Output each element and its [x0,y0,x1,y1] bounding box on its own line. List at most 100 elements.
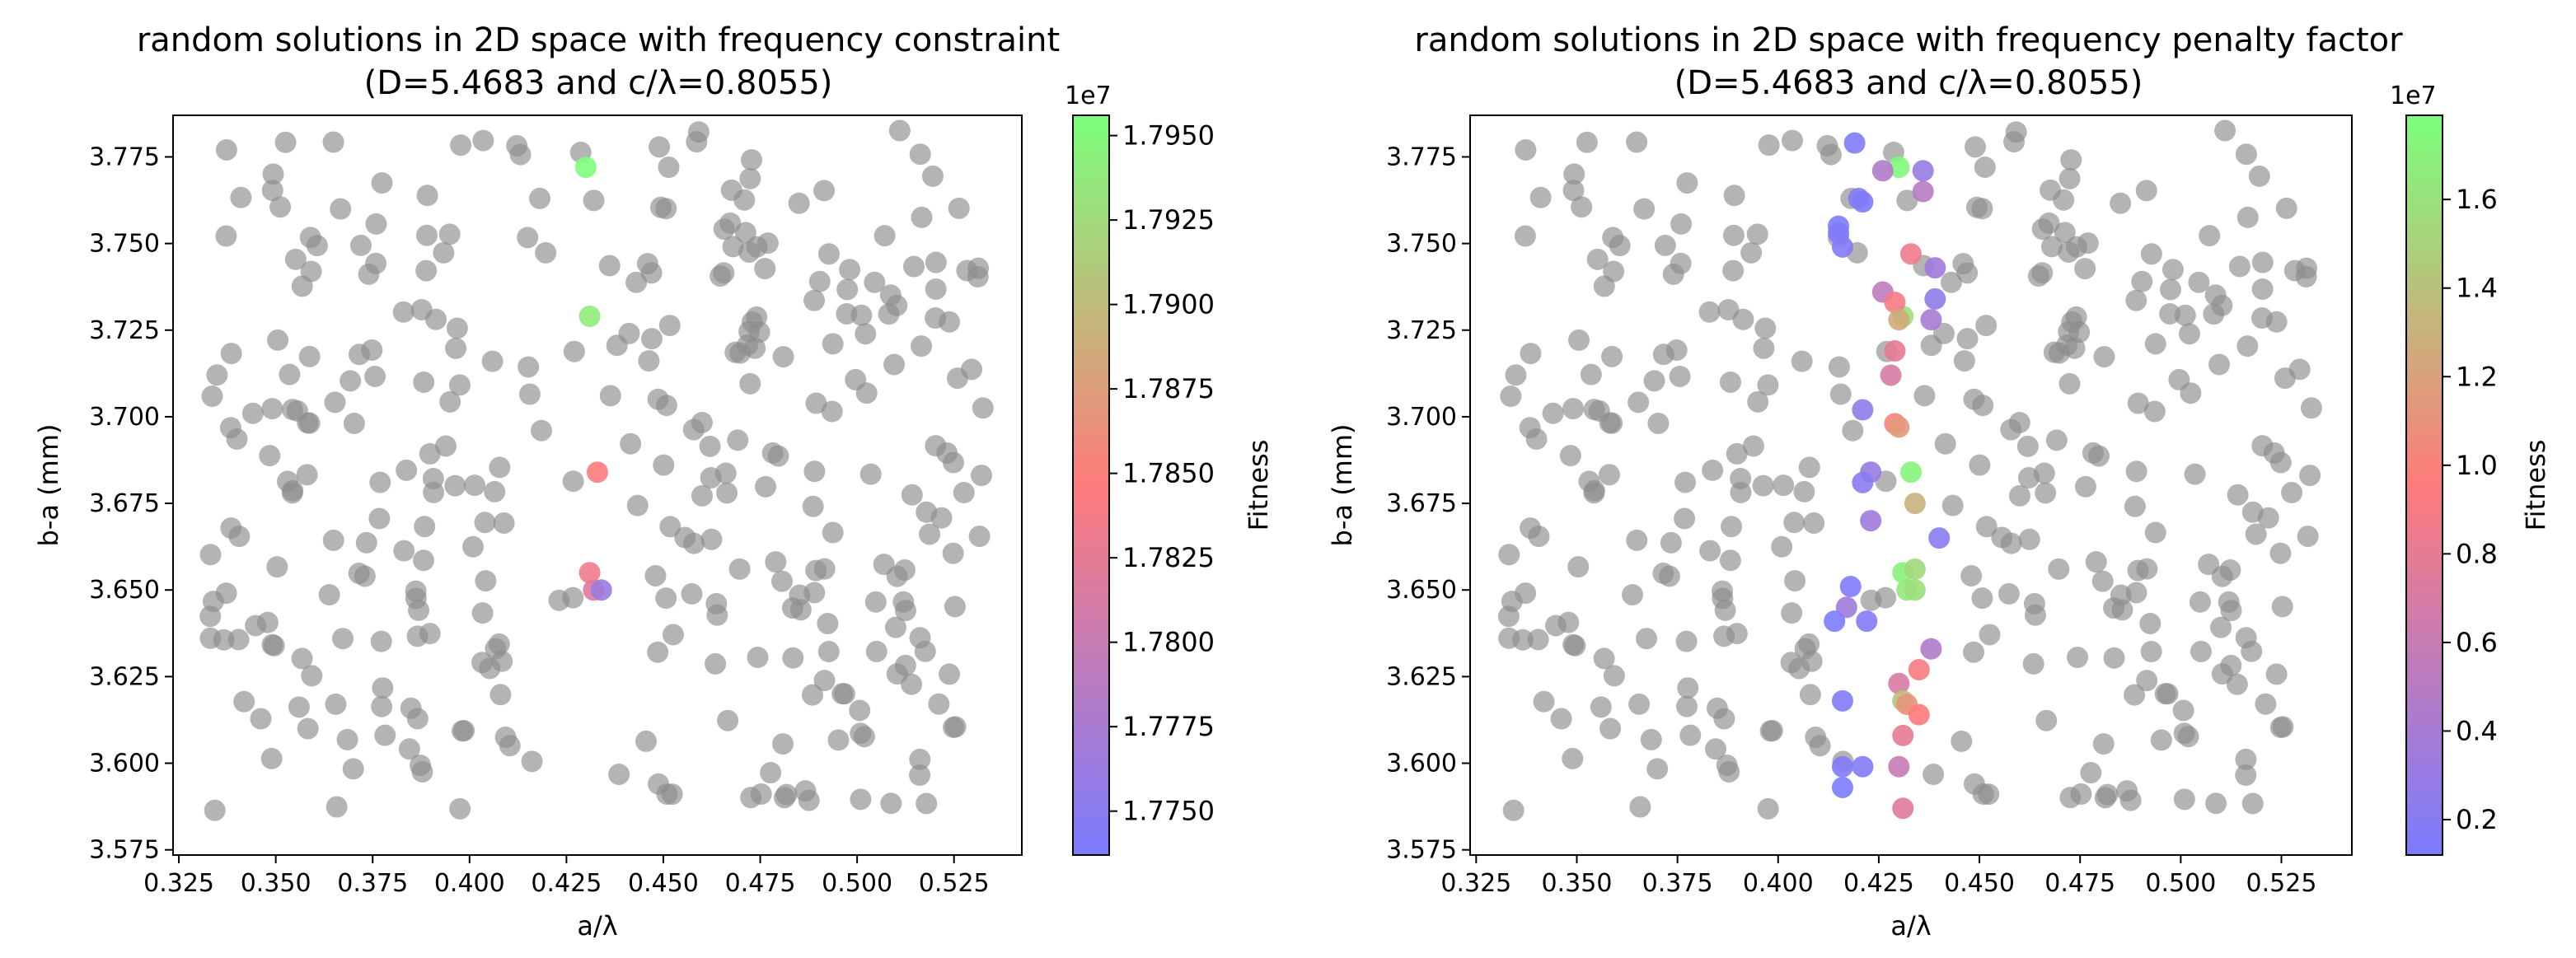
grey-solution-point [1753,337,1775,359]
grey-solution-point [2159,278,2181,301]
grey-solution-point [1514,225,1536,247]
grey-solution-point [322,131,344,153]
grey-solution-point [2248,165,2270,187]
y-tick-label: 3.575 [1386,836,1457,865]
grey-solution-point [827,729,850,751]
grey-solution-point [647,641,669,663]
grey-solution-point [722,236,744,258]
grey-solution-point [2018,528,2040,550]
grey-solution-point [1670,213,1693,235]
grey-solution-point [1941,494,1964,516]
grey-solution-point [322,529,344,551]
y-axis-label: b-a (mm) [1327,424,1358,547]
grey-solution-point [1601,412,1623,434]
grey-solution-point [765,551,787,573]
grey-solution-point [953,482,975,504]
grey-solution-point [398,738,420,760]
grey-solution-point [2080,762,2102,784]
grey-solution-point [2235,764,2257,787]
grey-solution-point [1674,507,1696,530]
feasible-solution-point [1928,527,1951,549]
grey-solution-point [331,628,354,650]
grey-solution-point [1714,599,1736,621]
grey-solution-point [767,445,789,467]
grey-solution-point [1679,724,1702,746]
grey-solution-point [1998,582,2020,605]
grey-solution-point [371,172,393,194]
grey-solution-point [864,591,887,613]
grey-solution-point [1525,428,1548,450]
grey-solution-point [2031,218,2054,241]
feasible-solution-point [1904,493,1926,515]
y-tick-label: 3.650 [89,576,160,605]
grey-solution-point [318,584,340,606]
grey-solution-point [2045,429,2068,451]
x-tick-label: 0.525 [2246,869,2317,898]
grey-solution-point [620,432,642,455]
grey-solution-point [2161,259,2184,281]
grey-solution-point [1593,647,1615,670]
grey-solution-point [484,480,506,502]
feasible-solution-point [590,579,612,601]
grey-solution-point [306,235,328,257]
grey-solution-point [2092,733,2115,755]
grey-solution-point [901,673,923,695]
x-tick-label: 0.500 [2145,869,2216,898]
grey-solution-point [1773,474,1795,497]
x-tick-label: 0.350 [241,869,311,898]
y-tick-label: 3.650 [1386,576,1457,605]
grey-solution-point [2016,435,2039,457]
grey-solution-point [2251,278,2274,300]
grey-solution-point [1793,480,1815,502]
grey-solution-point [365,213,387,235]
grey-solution-point [529,187,551,209]
y-tick-label: 3.625 [1386,662,1457,691]
grey-solution-point [1759,720,1782,742]
grey-solution-point [2190,640,2212,662]
grey-solution-point [1576,131,1598,153]
grey-solution-point [817,243,840,265]
grey-solution-point [1498,627,1520,649]
x-tick-label: 0.400 [434,869,505,898]
colorbar-tick-label: 1.2 [2456,361,2498,392]
grey-solution-point [1975,315,1998,337]
grey-solution-point [2058,241,2080,263]
grey-solution-point [2208,353,2231,376]
grey-solution-point [1974,157,1996,179]
grey-solution-point [943,717,965,739]
grey-solution-point [250,708,272,730]
y-tick-label: 3.675 [1386,489,1457,518]
grey-solution-point [943,451,965,474]
y-tick-label: 3.775 [89,143,160,171]
grey-solution-point [1798,456,1820,479]
grey-solution-point [1794,638,1816,660]
y-axis-ticks: 3.575 3.600 3.625 3.650 3.675 3.700 3.725 3.750… [89,143,173,865]
y-tick-label: 3.750 [1386,230,1457,259]
grey-solution-point [1829,383,1852,405]
grey-solution-point [681,582,703,605]
grey-solution-point [1622,584,1643,606]
grey-solution-point [916,792,938,815]
grey-solution-point [1505,364,1527,386]
grey-solution-point [2127,559,2149,582]
grey-solution-point [415,259,438,282]
grey-solution-point [1601,345,1623,367]
grey-solution-point [691,484,713,507]
feasible-solution-point [1831,776,1853,798]
grey-solution-point [798,789,820,811]
grey-solution-point [518,383,541,405]
colorbar-label: Fitness [2520,440,2551,531]
grey-solution-point [220,343,242,365]
grey-solution-point [756,232,779,255]
plot-frame [1469,114,2353,856]
x-tick-label: 0.325 [143,869,214,898]
grey-solution-point [245,615,267,637]
grey-solution-point [1599,717,1622,740]
grey-solution-point [1975,516,1998,538]
grey-solution-point [888,119,911,142]
feasible-solution-point [1852,399,1874,421]
grey-solution-point [2074,475,2096,498]
grey-solution-point [817,641,840,663]
grey-solution-point [489,684,512,706]
grey-solution-point [626,494,649,516]
